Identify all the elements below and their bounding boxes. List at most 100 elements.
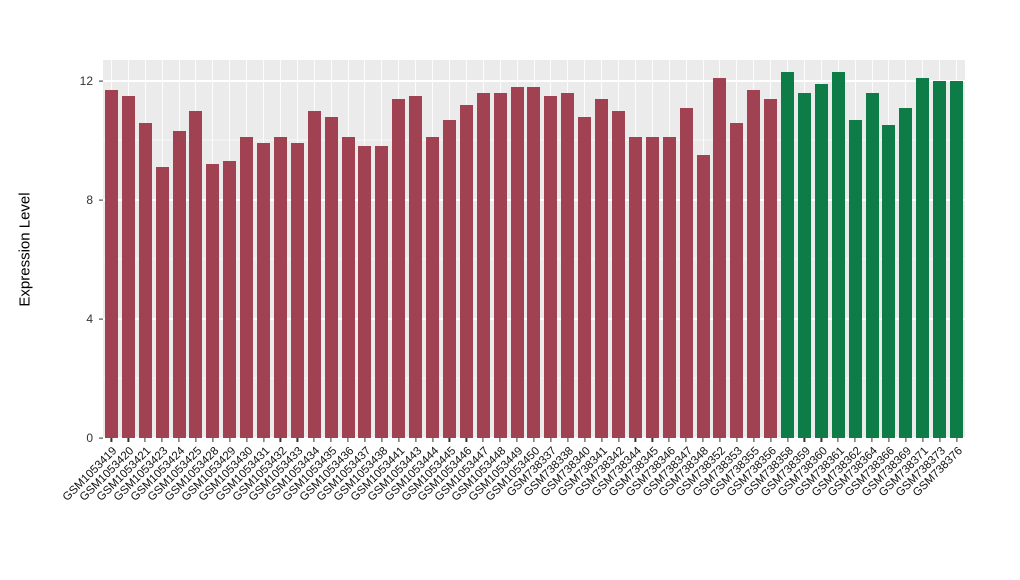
x-tick-mark xyxy=(246,438,248,442)
bar xyxy=(392,98,406,438)
bar xyxy=(950,80,964,438)
bar xyxy=(764,98,778,438)
y-tick-mark xyxy=(99,437,103,439)
bar xyxy=(307,110,321,438)
x-tick-mark xyxy=(770,438,772,442)
x-tick-mark xyxy=(229,438,231,442)
x-tick-mark xyxy=(533,438,535,442)
bar xyxy=(882,125,896,438)
bar xyxy=(696,155,710,438)
x-tick-mark xyxy=(127,438,129,442)
y-tick-label: 12 xyxy=(79,73,93,88)
x-tick-mark xyxy=(685,438,687,442)
y-axis-title: Expression Level xyxy=(14,60,36,438)
bar xyxy=(730,122,744,438)
y-axis: 0 4 8 12 xyxy=(55,60,103,444)
x-tick-mark xyxy=(516,438,518,442)
x-tick-mark xyxy=(330,438,332,442)
bar xyxy=(240,137,254,438)
y-tick-mark xyxy=(99,318,103,320)
bar xyxy=(612,110,625,438)
bar xyxy=(476,92,490,438)
bar xyxy=(121,95,135,438)
bar xyxy=(831,71,845,438)
x-tick-mark xyxy=(617,438,620,442)
x-tick-mark xyxy=(296,438,298,442)
bar xyxy=(645,137,659,438)
bar xyxy=(797,92,811,438)
x-tick-mark xyxy=(465,438,467,442)
bar xyxy=(375,146,389,438)
x-tick-mark xyxy=(161,438,163,442)
x-tick-mark xyxy=(567,438,569,442)
bar xyxy=(172,131,186,438)
bar xyxy=(442,119,456,438)
x-tick-mark xyxy=(144,438,146,442)
x-tick-mark xyxy=(584,438,586,442)
x-tick-mark xyxy=(702,438,704,442)
y-tick-label: 8 xyxy=(86,192,93,207)
x-tick-mark xyxy=(939,438,941,442)
x-tick-mark xyxy=(347,438,349,442)
bar xyxy=(713,77,727,438)
x-tick-mark xyxy=(431,438,434,442)
x-tick-mark xyxy=(837,438,839,442)
x-axis: GSM1053419 GSM1053420 GSM1053421 GSM1053423… xyxy=(61,438,965,573)
x-tick-mark xyxy=(753,438,755,442)
x-tick-mark xyxy=(955,438,958,442)
bar xyxy=(138,122,152,438)
x-tick-mark xyxy=(634,438,636,442)
x-tick-mark xyxy=(448,438,451,442)
bar xyxy=(527,86,541,438)
bar xyxy=(814,83,828,438)
bar xyxy=(679,107,693,438)
x-tick-mark xyxy=(786,438,789,442)
bar xyxy=(595,98,609,438)
x-tick-mark xyxy=(719,438,721,442)
x-tick-mark xyxy=(668,438,670,442)
x-tick-mark xyxy=(922,438,924,442)
bar xyxy=(916,77,930,438)
bar xyxy=(341,137,355,438)
bar xyxy=(426,137,440,438)
bar xyxy=(155,167,169,438)
x-tick-mark xyxy=(820,438,822,442)
x-tick-mark xyxy=(888,438,890,442)
bar xyxy=(544,95,558,438)
bar xyxy=(104,89,118,438)
x-tick-mark xyxy=(803,438,806,442)
x-tick-mark xyxy=(178,438,180,442)
bar xyxy=(257,143,271,438)
bar xyxy=(459,104,473,438)
x-tick-mark xyxy=(381,438,383,442)
bar xyxy=(493,92,507,438)
bar xyxy=(848,119,862,438)
bar xyxy=(206,164,220,438)
bar xyxy=(578,116,592,438)
bar xyxy=(865,92,879,438)
bar xyxy=(223,161,237,438)
x-tick-mark xyxy=(398,438,400,442)
plot-panel xyxy=(103,60,965,439)
bar xyxy=(628,137,642,438)
x-tick-mark xyxy=(601,438,603,442)
x-tick-mark xyxy=(262,438,265,442)
bar xyxy=(358,146,372,438)
bar xyxy=(781,71,795,438)
y-tick-mark xyxy=(99,80,103,82)
bar xyxy=(510,86,524,438)
x-tick-mark xyxy=(279,438,282,442)
bar xyxy=(561,92,575,438)
bar xyxy=(290,143,304,438)
y-tick-label: 4 xyxy=(86,311,93,326)
x-tick-mark xyxy=(499,438,501,442)
bar xyxy=(189,110,203,438)
x-tick-mark xyxy=(195,438,197,442)
y-tick-label: 0 xyxy=(86,431,93,445)
x-tick-mark xyxy=(313,438,315,442)
bar xyxy=(273,137,287,438)
x-tick-mark xyxy=(871,438,873,442)
x-tick-mark xyxy=(854,438,856,442)
bar xyxy=(899,107,913,438)
